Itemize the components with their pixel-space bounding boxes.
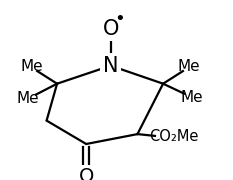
Text: N: N xyxy=(103,56,118,76)
Text: Me: Me xyxy=(181,90,204,105)
Text: O: O xyxy=(79,167,94,180)
Text: O: O xyxy=(103,19,119,39)
Text: •: • xyxy=(115,10,125,28)
Text: Me: Me xyxy=(17,91,39,106)
Text: Me: Me xyxy=(20,59,43,74)
Text: Me: Me xyxy=(177,59,200,74)
Text: CO₂Me: CO₂Me xyxy=(149,129,198,144)
